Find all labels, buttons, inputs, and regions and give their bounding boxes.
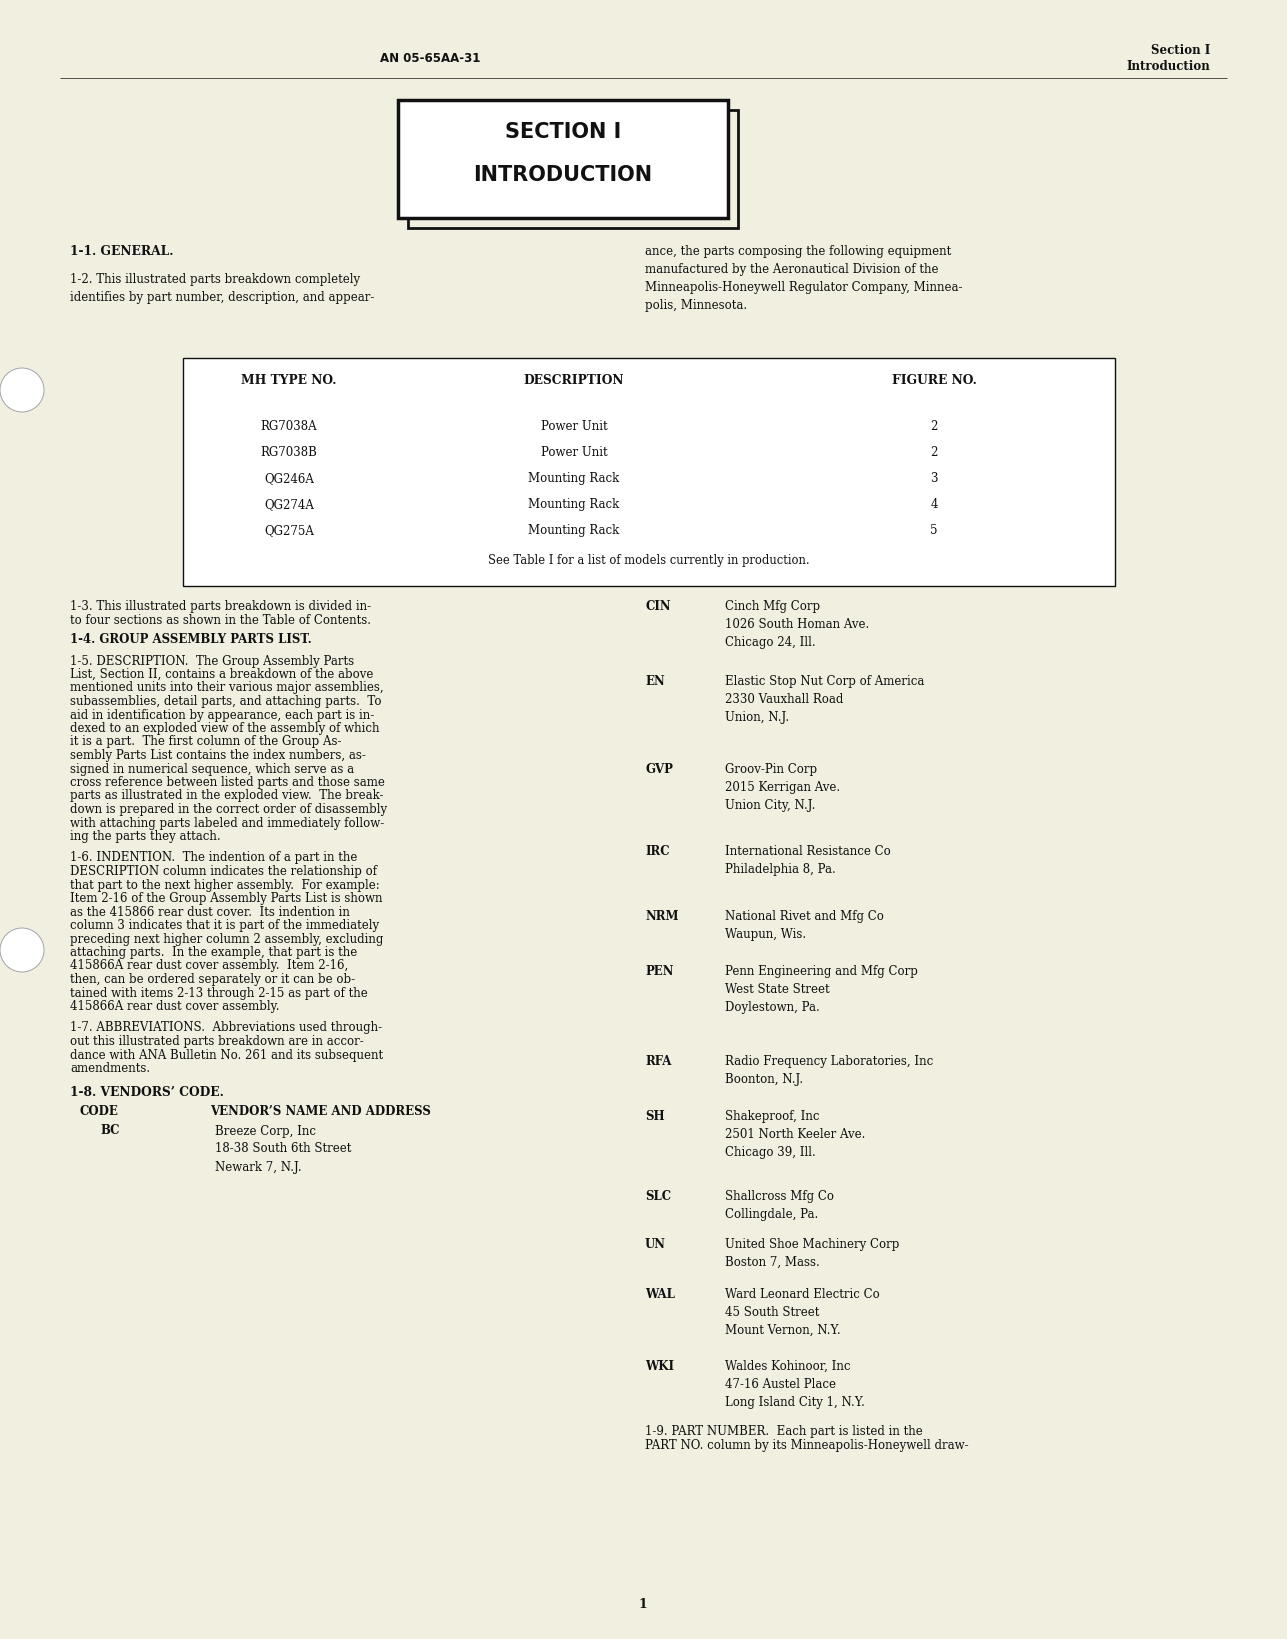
Text: down is prepared in the correct order of disassembly: down is prepared in the correct order of… [69,803,387,816]
Text: GVP: GVP [645,764,673,775]
Text: Shakeproof, Inc
2501 North Keeler Ave.
Chicago 39, Ill.: Shakeproof, Inc 2501 North Keeler Ave. C… [725,1110,865,1159]
Text: Cinch Mfg Corp
1026 South Homan Ave.
Chicago 24, Ill.: Cinch Mfg Corp 1026 South Homan Ave. Chi… [725,600,869,649]
Bar [398,100,728,218]
Text: Power Unit: Power Unit [541,420,607,433]
Text: Waldes Kohinoor, Inc
47-16 Austel Place
Long Island City 1, N.Y.: Waldes Kohinoor, Inc 47-16 Austel Place … [725,1360,865,1410]
Text: attaching parts.  In the example, that part is the: attaching parts. In the example, that pa… [69,946,358,959]
Text: then, can be ordered separately or it can be ob-: then, can be ordered separately or it ca… [69,974,355,987]
Text: United Shoe Machinery Corp
Boston 7, Mass.: United Shoe Machinery Corp Boston 7, Mas… [725,1237,900,1269]
Text: Mounting Rack: Mounting Rack [529,524,619,538]
Text: 1-4. GROUP ASSEMBLY PARTS LIST.: 1-4. GROUP ASSEMBLY PARTS LIST. [69,633,311,646]
Text: CIN: CIN [645,600,671,613]
Text: National Rivet and Mfg Co
Waupun, Wis.: National Rivet and Mfg Co Waupun, Wis. [725,910,884,941]
Text: 2: 2 [931,446,938,459]
Text: EN: EN [645,675,665,688]
Text: RG7038B: RG7038B [260,446,318,459]
Text: 1-1. GENERAL.: 1-1. GENERAL. [69,244,174,257]
Text: ing the parts they attach.: ing the parts they attach. [69,829,220,842]
Text: 1-6. INDENTION.  The indention of a part in the: 1-6. INDENTION. The indention of a part … [69,852,358,864]
Text: PEN: PEN [645,965,673,978]
Text: 415866A rear dust cover assembly.  Item 2-16,: 415866A rear dust cover assembly. Item 2… [69,959,349,972]
Text: See Table I for a list of models currently in production.: See Table I for a list of models current… [488,554,810,567]
Circle shape [0,369,44,411]
Bar [183,357,1115,587]
Text: MH TYPE NO.: MH TYPE NO. [241,374,337,387]
Text: parts as illustrated in the exploded view.  The break-: parts as illustrated in the exploded vie… [69,790,384,803]
Text: RG7038A: RG7038A [261,420,318,433]
Text: subassemblies, detail parts, and attaching parts.  To: subassemblies, detail parts, and attachi… [69,695,381,708]
Text: Radio Frequency Laboratories, Inc
Boonton, N.J.: Radio Frequency Laboratories, Inc Boonto… [725,1056,933,1087]
Text: mentioned units into their various major assemblies,: mentioned units into their various major… [69,682,384,695]
Text: FIGURE NO.: FIGURE NO. [892,374,977,387]
Text: 5: 5 [931,524,938,538]
Text: PART NO. column by its Minneapolis-Honeywell draw-: PART NO. column by its Minneapolis-Honey… [645,1439,969,1452]
Text: 1-2. This illustrated parts breakdown completely
identifies by part number, desc: 1-2. This illustrated parts breakdown co… [69,274,375,303]
Text: sembly Parts List contains the index numbers, as-: sembly Parts List contains the index num… [69,749,366,762]
Text: QG274A: QG274A [264,498,314,511]
Bar [408,110,737,228]
Text: QG275A: QG275A [264,524,314,538]
Text: Mounting Rack: Mounting Rack [529,472,619,485]
Text: Mounting Rack: Mounting Rack [529,498,619,511]
Text: as the 415866 rear dust cover.  Its indention in: as the 415866 rear dust cover. Its inden… [69,905,350,918]
Text: NRM: NRM [645,910,678,923]
Text: that part to the next higher assembly.  For example:: that part to the next higher assembly. F… [69,879,380,892]
Text: 1-8. VENDORS’ CODE.: 1-8. VENDORS’ CODE. [69,1085,224,1098]
Text: List, Section II, contains a breakdown of the above: List, Section II, contains a breakdown o… [69,669,373,680]
Text: aid in identification by appearance, each part is in-: aid in identification by appearance, eac… [69,708,375,721]
Text: 1-3. This illustrated parts breakdown is divided in-: 1-3. This illustrated parts breakdown is… [69,600,371,613]
Text: VENDOR’S NAME AND ADDRESS: VENDOR’S NAME AND ADDRESS [210,1105,431,1118]
Text: 1-5. DESCRIPTION.  The Group Assembly Parts: 1-5. DESCRIPTION. The Group Assembly Par… [69,654,354,667]
Text: 415866A rear dust cover assembly.: 415866A rear dust cover assembly. [69,1000,279,1013]
Text: cross reference between listed parts and those same: cross reference between listed parts and… [69,775,385,788]
Text: out this illustrated parts breakdown are in accor-: out this illustrated parts breakdown are… [69,1034,364,1047]
Text: Section I: Section I [1151,44,1210,57]
Text: Penn Engineering and Mfg Corp
West State Street
Doylestown, Pa.: Penn Engineering and Mfg Corp West State… [725,965,918,1015]
Text: preceding next higher column 2 assembly, excluding: preceding next higher column 2 assembly,… [69,933,384,946]
Text: AN 05-65AA-31: AN 05-65AA-31 [380,52,480,66]
Text: Power Unit: Power Unit [541,446,607,459]
Text: IRC: IRC [645,846,669,857]
Text: SECTION I: SECTION I [505,121,622,143]
Text: dance with ANA Bulletin No. 261 and its subsequent: dance with ANA Bulletin No. 261 and its … [69,1049,384,1062]
Text: WKI: WKI [645,1360,674,1373]
Text: WAL: WAL [645,1288,674,1301]
Text: 1-9. PART NUMBER.  Each part is listed in the: 1-9. PART NUMBER. Each part is listed in… [645,1424,923,1437]
Text: dexed to an exploded view of the assembly of which: dexed to an exploded view of the assembl… [69,723,380,734]
Text: tained with items 2-13 through 2-15 as part of the: tained with items 2-13 through 2-15 as p… [69,987,368,1000]
Text: ance, the parts composing the following equipment
manufactured by the Aeronautic: ance, the parts composing the following … [645,244,963,311]
Text: Ward Leonard Electric Co
45 South Street
Mount Vernon, N.Y.: Ward Leonard Electric Co 45 South Street… [725,1288,880,1337]
Text: Breeze Corp, Inc
18-38 South 6th Street
Newark 7, N.J.: Breeze Corp, Inc 18-38 South 6th Street … [215,1124,351,1174]
Text: 4: 4 [931,498,938,511]
Circle shape [0,928,44,972]
Text: column 3 indicates that it is part of the immediately: column 3 indicates that it is part of th… [69,919,380,933]
Text: 1: 1 [638,1598,647,1611]
Text: International Resistance Co
Philadelphia 8, Pa.: International Resistance Co Philadelphia… [725,846,891,875]
Text: DESCRIPTION column indicates the relationship of: DESCRIPTION column indicates the relatio… [69,865,377,879]
Text: Introduction: Introduction [1126,61,1210,74]
Text: 1-7. ABBREVIATIONS.  Abbreviations used through-: 1-7. ABBREVIATIONS. Abbreviations used t… [69,1021,382,1034]
Text: to four sections as shown in the Table of Contents.: to four sections as shown in the Table o… [69,613,371,626]
Text: signed in numerical sequence, which serve as a: signed in numerical sequence, which serv… [69,762,354,775]
Text: DESCRIPTION: DESCRIPTION [524,374,624,387]
Text: with attaching parts labeled and immediately follow-: with attaching parts labeled and immedia… [69,816,385,829]
Text: 3: 3 [931,472,938,485]
Text: RFA: RFA [645,1056,672,1069]
Text: 2: 2 [931,420,938,433]
Text: SH: SH [645,1110,664,1123]
Text: Elastic Stop Nut Corp of America
2330 Vauxhall Road
Union, N.J.: Elastic Stop Nut Corp of America 2330 Va… [725,675,924,724]
Text: it is a part.  The first column of the Group As-: it is a part. The first column of the Gr… [69,736,341,749]
Text: INTRODUCTION: INTRODUCTION [474,166,653,185]
Text: Item 2-16 of the Group Assembly Parts List is shown: Item 2-16 of the Group Assembly Parts Li… [69,892,382,905]
Text: amendments.: amendments. [69,1062,151,1075]
Text: CODE: CODE [80,1105,118,1118]
Text: UN: UN [645,1237,665,1251]
Text: SLC: SLC [645,1190,671,1203]
Text: QG246A: QG246A [264,472,314,485]
Text: BC: BC [100,1124,120,1137]
Text: Shallcross Mfg Co
Collingdale, Pa.: Shallcross Mfg Co Collingdale, Pa. [725,1190,834,1221]
Text: Groov-Pin Corp
2015 Kerrigan Ave.
Union City, N.J.: Groov-Pin Corp 2015 Kerrigan Ave. Union … [725,764,840,811]
